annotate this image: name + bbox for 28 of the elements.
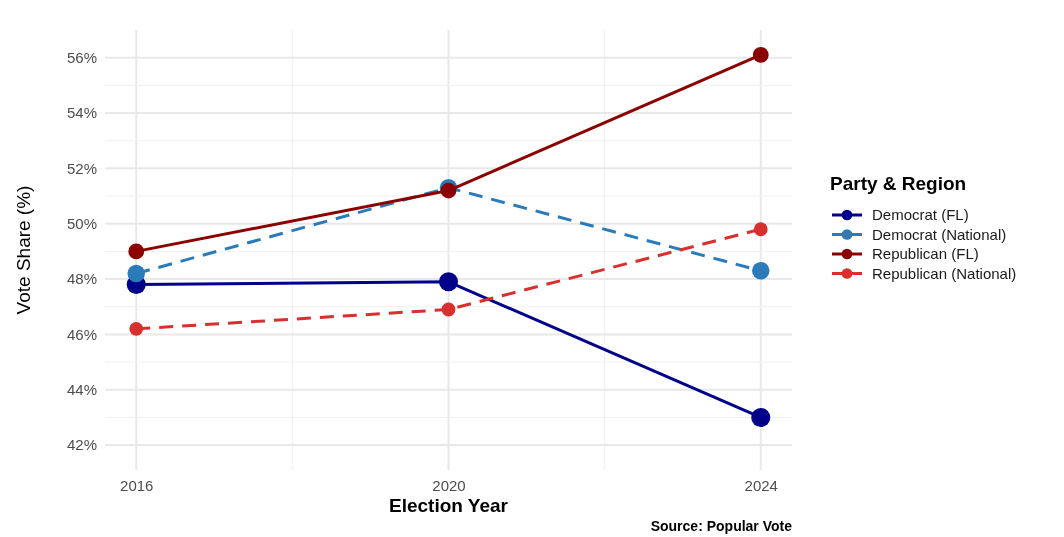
y-tick-label: 56% (66, 48, 97, 66)
legend-label: Democrat (National) (872, 225, 1007, 243)
point (128, 243, 145, 260)
point (751, 407, 771, 427)
x-tick-label: 2020 (432, 476, 466, 494)
legend-title: Party & Region (830, 173, 967, 194)
y-tick-label: 44% (66, 381, 97, 399)
source-note: Source: Popular Vote (650, 518, 793, 534)
y-tick-label: 46% (66, 325, 97, 343)
legend-label: Republican (National) (872, 264, 1017, 282)
point (129, 321, 144, 336)
legend-label: Republican (FL) (872, 245, 979, 262)
point (753, 222, 768, 237)
x-axis-title: Election Year (389, 495, 509, 516)
legend-label: Democrat (FL) (872, 206, 969, 223)
point (752, 262, 770, 280)
y-tick-label: 42% (66, 436, 97, 454)
point (438, 272, 459, 292)
y-tick-label: 50% (66, 215, 97, 233)
point (441, 302, 456, 317)
y-axis-title: Vote Share (%) (13, 185, 34, 315)
y-tick-label: 54% (66, 104, 97, 122)
point (127, 264, 145, 283)
x-tick-label: 2024 (744, 476, 778, 494)
x-tick-label: 2016 (120, 476, 154, 494)
y-tick-label: 48% (66, 270, 97, 288)
y-tick-label: 52% (66, 159, 97, 177)
point (752, 47, 769, 63)
